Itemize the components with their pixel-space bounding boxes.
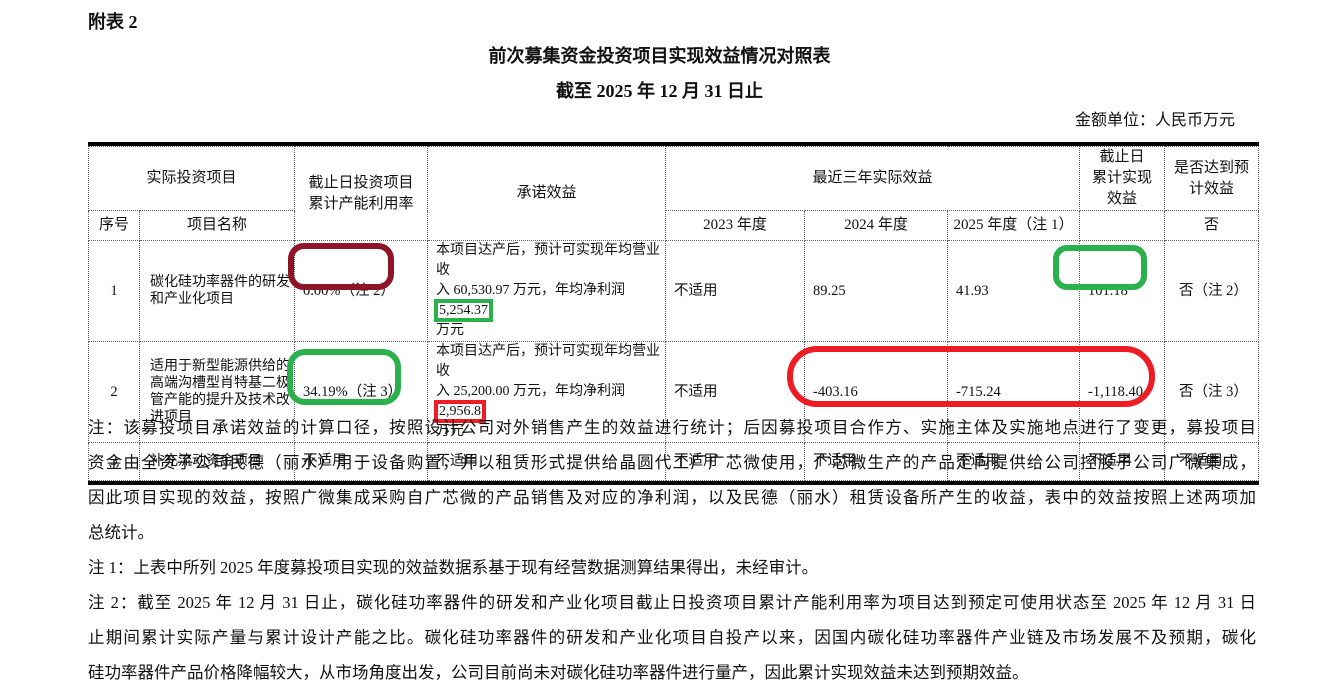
header-seq: 序号 bbox=[88, 210, 140, 241]
annex-label: 附表 2 bbox=[88, 12, 138, 32]
table-row: 2 适用于新型能源供给的 高端沟槽型肖特基二极 管产能的提升及技术改 进项目 3… bbox=[88, 341, 1259, 443]
cell-y2025: 不适用 bbox=[947, 442, 1080, 481]
cell-reach: 不适用 bbox=[1164, 442, 1259, 481]
cell-y2025: -715.24 bbox=[947, 341, 1080, 443]
annotation-green-box-value: 5,254.37 bbox=[434, 299, 493, 323]
cell-y2023: 不适用 bbox=[665, 341, 805, 443]
notes-section: 注：该募投项目承诺效益的计算口径，按照设计公司对外销售产生的效益进行统计；后因募… bbox=[88, 410, 1256, 690]
cell-y2023: 不适用 bbox=[665, 240, 805, 342]
header-reach-expected: 是否达到预 计效益 bbox=[1164, 146, 1259, 211]
promised-text-tail: 万元 bbox=[436, 323, 464, 338]
note-line: 硅功率器件产品价格降幅较大，从市场角度出发，公司目前尚未对碳化硅功率器件进行量产… bbox=[88, 663, 1029, 682]
benefit-comparison-table: 实际投资项目 截止日投资项目 累计产能利用率 承诺效益 最近三年实际效益 截止日… bbox=[88, 146, 1259, 481]
capacity-value: 0.00%（注 2） bbox=[303, 282, 395, 299]
header-y2023: 2023 年度 bbox=[665, 210, 805, 241]
cumulative-value: 101.18 bbox=[1088, 282, 1128, 299]
cell-y2024: 89.25 bbox=[804, 240, 948, 342]
cell-project-name: 适用于新型能源供给的 高端沟槽型肖特基二极 管产能的提升及技术改 进项目 bbox=[139, 341, 295, 443]
cell-capacity: 不适用 bbox=[294, 442, 428, 481]
header-recent-three-years: 最近三年实际效益 bbox=[665, 146, 1080, 211]
header-actual-project-group: 实际投资项目 bbox=[88, 146, 295, 211]
note-line: 止期间累计实际产量与累计设计产能之比。碳化硅功率器件的研发和产业化项目自投产以来… bbox=[88, 628, 1256, 647]
cell-project-name: 碳化硅功率器件的研发 和产业化项目 bbox=[139, 240, 295, 342]
table-row: 1 碳化硅功率器件的研发 和产业化项目 0.00%（注 2） 本项目达产后，预计… bbox=[88, 240, 1259, 342]
cell-seq: 1 bbox=[88, 240, 140, 342]
header-y2025: 2025 年度（注 1） bbox=[947, 210, 1080, 241]
note-line: 注 2：截至 2025 年 12 月 31 日止，碳化硅功率器件的研发和产业化项… bbox=[88, 593, 1256, 612]
note-line: 资金由全资子公司民德（丽水）用于设备购置，并以租赁形式提供给晶圆代工厂广芯微使用… bbox=[88, 453, 1256, 472]
promised-text: 本项目达产后，预计可实现年均营业收 入 25,200.00 万元，年均净利润 bbox=[436, 344, 660, 399]
cell-promised-benefit: 本项目达产后，预计可实现年均营业收 入 60,530.97 万元，年均净利润 5… bbox=[427, 240, 666, 342]
header-promised-benefit: 承诺效益 bbox=[427, 146, 666, 241]
benefit-comparison-table-wrap: 实际投资项目 截止日投资项目 累计产能利用率 承诺效益 最近三年实际效益 截止日… bbox=[88, 142, 1259, 485]
header-reach-expected-sub: 否 bbox=[1164, 210, 1259, 241]
table-header-row-1: 实际投资项目 截止日投资项目 累计产能利用率 承诺效益 最近三年实际效益 截止日… bbox=[88, 146, 1259, 241]
header-project-name: 项目名称 bbox=[139, 210, 295, 241]
cell-capacity: 0.00%（注 2） bbox=[288, 240, 428, 342]
unit-note: 金额单位：人民币万元 bbox=[1074, 112, 1235, 129]
header-y2024: 2024 年度 bbox=[804, 210, 948, 241]
promised-text: 本项目达产后，预计可实现年均营业收 入 60,530.97 万元，年均净利润 bbox=[436, 243, 660, 298]
cell-promised-benefit: 本项目达产后，预计可实现年均营业收 入 25,200.00 万元，年均净利润 2… bbox=[427, 341, 666, 443]
note-line: 因此项目实现的效益，按照广微集成采购自广芯微的产品销售及对应的净利润，以及民德（… bbox=[88, 488, 1256, 507]
table-header-row-2: 序号 项目名称 2023 年度 2024 年度 2025 年度（注 1） 否 bbox=[88, 210, 1259, 241]
cell-y2024: 不适用 bbox=[804, 442, 948, 481]
cell-cumulative: 101.18 bbox=[1053, 240, 1165, 342]
page-title: 前次募集资金投资项目实现效益情况对照表 bbox=[488, 46, 831, 66]
y2024-value: -403.16 bbox=[813, 383, 858, 400]
note-line: 总统计。 bbox=[88, 523, 154, 542]
cell-cumulative: 不适用 bbox=[1079, 442, 1165, 481]
promised-text-tail: 万元 bbox=[436, 424, 464, 439]
capacity-value: 34.19%（注 3） bbox=[303, 383, 403, 400]
header-cumulative: 截止日 累计实现 效益 bbox=[1079, 146, 1165, 211]
cell-project-name: 补充流动资金项目 bbox=[139, 442, 295, 481]
header-cumulative-empty bbox=[1079, 210, 1165, 241]
cell-seq: 3 bbox=[88, 442, 140, 481]
cell-reach: 否（注 2） bbox=[1164, 240, 1259, 342]
header-capacity-rate: 截止日投资项目 累计产能利用率 bbox=[294, 146, 428, 241]
page-subtitle: 截至 2025 年 12 月 31 日止 bbox=[556, 81, 763, 101]
cell-promised-benefit: 不适用 bbox=[427, 442, 666, 481]
note-line: 注：该募投项目承诺效益的计算口径，按照设计公司对外销售产生的效益进行统计；后因募… bbox=[88, 418, 1256, 437]
note-line: 注 1：上表中所列 2025 年度募投项目实现的效益数据系基于现有经营数据测算结… bbox=[88, 558, 819, 577]
cell-y2025: 41.93 bbox=[947, 240, 1080, 342]
table-row: 3 补充流动资金项目 不适用 不适用 不适用 不适用 不适用 不适用 不适用 bbox=[88, 442, 1259, 481]
cell-reach: 否（注 3） bbox=[1164, 341, 1259, 443]
